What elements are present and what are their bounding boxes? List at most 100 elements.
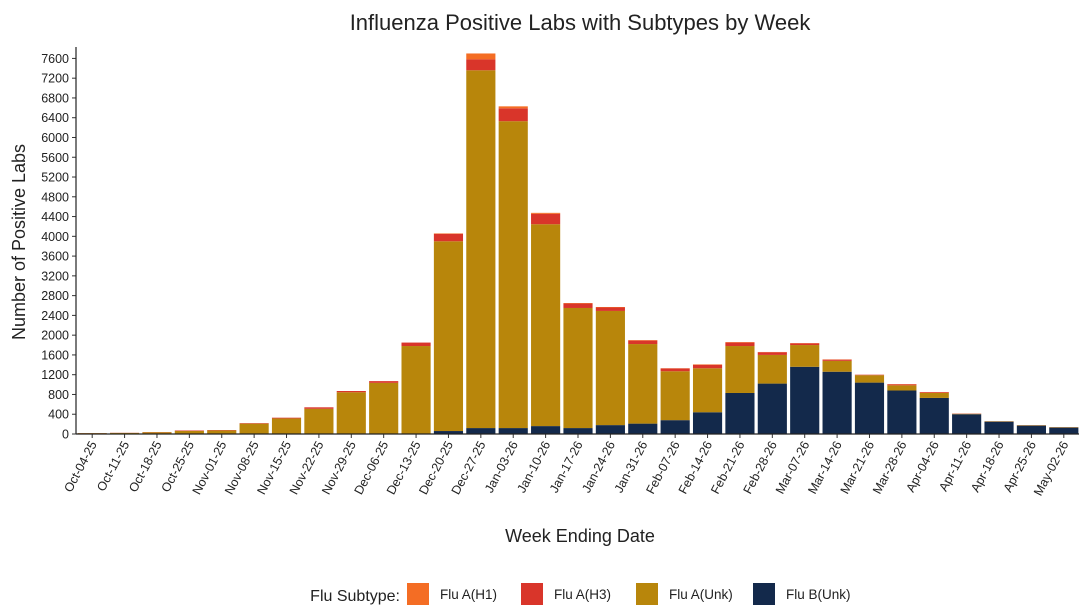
bar-segment — [919, 392, 949, 393]
y-tick-label: 1600 — [41, 348, 69, 362]
bar-segment — [271, 418, 302, 434]
y-tick-label: 6800 — [41, 91, 69, 105]
bar-segment — [563, 303, 593, 308]
bar-segment — [498, 106, 528, 109]
y-tick-label: 2800 — [41, 289, 69, 303]
y-tick-label: 6400 — [41, 111, 69, 125]
bar-segment — [854, 382, 885, 434]
bar-segment — [725, 346, 755, 393]
bar-segment — [304, 408, 334, 434]
bar-segment — [369, 382, 399, 434]
bar-segment — [692, 364, 723, 369]
y-tick-label: 3600 — [41, 250, 69, 264]
y-tick-label: 4800 — [41, 190, 69, 204]
bar-segment — [952, 414, 982, 434]
bar-segment — [1049, 427, 1079, 434]
bar-segment — [660, 368, 690, 372]
bar-segment — [628, 423, 658, 434]
bar-segment — [498, 428, 528, 434]
bar-segment — [531, 212, 561, 214]
bar-segment — [401, 346, 431, 434]
y-tick-label: 3200 — [41, 269, 69, 283]
bar-segment — [660, 420, 690, 434]
bar-segment — [757, 354, 787, 384]
bar-segment — [466, 59, 496, 71]
legend-swatch — [636, 583, 658, 605]
y-tick-label: 0 — [62, 428, 69, 442]
bar-segment — [142, 432, 172, 434]
bar-segment — [628, 344, 658, 424]
bar-segment — [1016, 425, 1046, 434]
bar-segment — [207, 430, 237, 434]
bar-segment — [595, 310, 625, 426]
bar-segment — [984, 421, 1014, 434]
legend-swatch — [407, 583, 429, 605]
bar-segment — [887, 385, 917, 391]
bar-segment — [433, 233, 464, 242]
bar-segment — [466, 53, 496, 60]
chart-title: Influenza Positive Labs with Subtypes by… — [350, 10, 812, 35]
bar-segment — [433, 241, 464, 432]
bar-segment — [822, 359, 852, 361]
y-tick-label: 5600 — [41, 151, 69, 165]
bar-segment — [854, 375, 885, 383]
y-tick-label: 400 — [48, 408, 69, 422]
y-tick-label: 2000 — [41, 329, 69, 343]
bar-segment — [531, 213, 561, 225]
legend-label: Flu A(H3) — [554, 587, 611, 602]
bar-segment — [466, 70, 496, 429]
bar-segment — [790, 343, 820, 346]
bar-segment — [595, 307, 625, 311]
legend-label: Flu B(Unk) — [786, 587, 851, 602]
bar-segment — [336, 391, 366, 393]
bar-segment — [401, 342, 431, 347]
y-tick-label: 6000 — [41, 131, 69, 145]
bar-segment — [822, 360, 852, 372]
bar-segment — [304, 407, 334, 409]
bar-segment — [433, 431, 464, 434]
bar-segment — [757, 383, 787, 434]
legend-swatch — [753, 583, 775, 605]
bar-segment — [466, 428, 496, 434]
bar-segment — [660, 371, 690, 421]
y-tick-label: 5200 — [41, 171, 69, 185]
bar-segment — [498, 121, 528, 429]
bar-segment — [595, 425, 625, 434]
bar-segment — [725, 342, 755, 347]
bar-segment — [790, 345, 820, 367]
bar-segment — [531, 224, 561, 427]
bar-segment — [887, 384, 917, 386]
y-tick-label: 7600 — [41, 52, 69, 66]
y-tick-label: 800 — [48, 388, 69, 402]
bar-segment — [919, 397, 949, 434]
bar-segment — [271, 417, 302, 419]
bar-segment — [531, 426, 561, 434]
bar-segment — [369, 381, 399, 383]
bar-segment — [498, 108, 528, 122]
legend-label: Flu A(H1) — [440, 587, 497, 602]
legend-label: Flu A(Unk) — [669, 587, 733, 602]
y-tick-label: 1200 — [41, 368, 69, 382]
legend-swatch — [521, 583, 543, 605]
y-tick-label: 4000 — [41, 230, 69, 244]
bar-segment — [174, 430, 204, 434]
y-tick-label: 7200 — [41, 72, 69, 86]
bar-segment — [919, 392, 949, 398]
y-axis-title: Number of Positive Labs — [9, 144, 29, 340]
legend-title: Flu Subtype: — [310, 588, 400, 605]
x-axis-title: Week Ending Date — [505, 526, 655, 546]
bar-segment — [790, 366, 820, 434]
bar-segment — [628, 340, 658, 345]
bar-segment — [757, 352, 787, 355]
bar-segment — [692, 368, 723, 413]
bar-segment — [563, 307, 593, 429]
bar-segment — [822, 371, 852, 434]
bar-segment — [239, 423, 269, 434]
y-tick-label: 4400 — [41, 210, 69, 224]
bar-segment — [692, 412, 723, 434]
bar-segment — [563, 428, 593, 434]
bar-segment — [725, 392, 755, 434]
bar-segment — [887, 390, 917, 434]
